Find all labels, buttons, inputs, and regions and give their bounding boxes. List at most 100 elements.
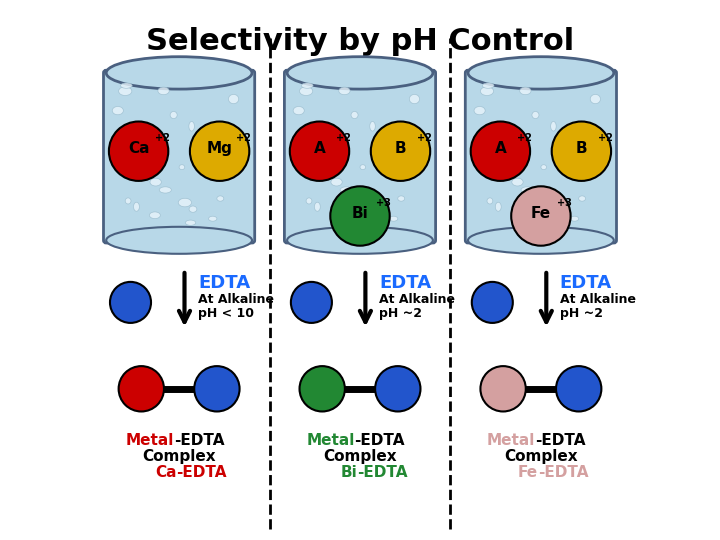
Ellipse shape bbox=[150, 150, 159, 156]
Text: +2: +2 bbox=[598, 133, 613, 143]
Circle shape bbox=[190, 122, 249, 181]
Ellipse shape bbox=[217, 196, 224, 201]
Text: Complex: Complex bbox=[143, 449, 216, 464]
Text: pH ~2: pH ~2 bbox=[379, 307, 422, 320]
Text: Selectivity by pH Control: Selectivity by pH Control bbox=[146, 27, 574, 56]
Text: +2: +2 bbox=[517, 133, 531, 143]
Ellipse shape bbox=[510, 146, 517, 154]
Ellipse shape bbox=[185, 220, 196, 225]
FancyBboxPatch shape bbox=[284, 70, 436, 243]
Text: B: B bbox=[575, 141, 588, 156]
Text: +2: +2 bbox=[236, 133, 251, 143]
Ellipse shape bbox=[370, 122, 375, 131]
Text: +3: +3 bbox=[557, 198, 572, 208]
Ellipse shape bbox=[540, 198, 553, 207]
Text: pH ~2: pH ~2 bbox=[560, 307, 603, 320]
Text: At Alkaline: At Alkaline bbox=[379, 293, 455, 306]
Circle shape bbox=[300, 366, 345, 411]
Ellipse shape bbox=[159, 187, 171, 193]
Ellipse shape bbox=[287, 227, 433, 254]
Ellipse shape bbox=[397, 196, 405, 201]
Ellipse shape bbox=[474, 106, 485, 114]
Ellipse shape bbox=[107, 227, 252, 254]
Text: Fe: Fe bbox=[531, 206, 551, 221]
Ellipse shape bbox=[512, 150, 521, 156]
Circle shape bbox=[291, 282, 332, 323]
Text: Metal: Metal bbox=[487, 433, 536, 448]
Ellipse shape bbox=[206, 144, 217, 151]
Text: A: A bbox=[314, 141, 325, 156]
Ellipse shape bbox=[330, 146, 336, 154]
Text: +2: +2 bbox=[155, 133, 170, 143]
Text: -EDTA: -EDTA bbox=[174, 433, 224, 448]
Ellipse shape bbox=[331, 178, 342, 186]
Ellipse shape bbox=[189, 206, 197, 212]
Ellipse shape bbox=[150, 212, 161, 219]
Ellipse shape bbox=[387, 144, 398, 151]
Ellipse shape bbox=[340, 187, 352, 193]
Text: -EDTA: -EDTA bbox=[536, 433, 586, 448]
Ellipse shape bbox=[158, 87, 169, 94]
Ellipse shape bbox=[130, 153, 135, 162]
Ellipse shape bbox=[585, 157, 592, 165]
Circle shape bbox=[289, 122, 349, 181]
Ellipse shape bbox=[179, 198, 192, 207]
Ellipse shape bbox=[468, 57, 613, 89]
Text: +3: +3 bbox=[377, 198, 391, 208]
Ellipse shape bbox=[582, 136, 590, 141]
FancyBboxPatch shape bbox=[465, 70, 616, 243]
Text: +2: +2 bbox=[417, 133, 432, 143]
Ellipse shape bbox=[189, 122, 194, 131]
Ellipse shape bbox=[306, 198, 312, 204]
Circle shape bbox=[556, 366, 601, 411]
Circle shape bbox=[371, 122, 431, 181]
Circle shape bbox=[511, 186, 571, 246]
Text: -EDTA: -EDTA bbox=[357, 465, 408, 480]
Text: +2: +2 bbox=[336, 133, 351, 143]
Text: EDTA: EDTA bbox=[560, 274, 612, 293]
Ellipse shape bbox=[310, 153, 316, 162]
Text: EDTA: EDTA bbox=[379, 274, 431, 293]
Ellipse shape bbox=[482, 83, 494, 89]
Ellipse shape bbox=[359, 198, 372, 207]
Text: Bi: Bi bbox=[341, 465, 357, 480]
Ellipse shape bbox=[370, 206, 378, 212]
Ellipse shape bbox=[567, 144, 579, 151]
Ellipse shape bbox=[326, 130, 334, 137]
Ellipse shape bbox=[107, 57, 252, 89]
Ellipse shape bbox=[300, 87, 312, 96]
Ellipse shape bbox=[293, 106, 305, 114]
Ellipse shape bbox=[150, 178, 161, 186]
Text: EDTA: EDTA bbox=[198, 274, 250, 293]
Text: Bi: Bi bbox=[351, 206, 369, 221]
Circle shape bbox=[330, 186, 390, 246]
Ellipse shape bbox=[339, 87, 350, 94]
Text: Metal: Metal bbox=[125, 433, 174, 448]
Ellipse shape bbox=[351, 111, 358, 119]
Ellipse shape bbox=[390, 216, 397, 221]
Ellipse shape bbox=[228, 94, 239, 104]
Text: -EDTA: -EDTA bbox=[176, 465, 227, 480]
Ellipse shape bbox=[287, 57, 433, 89]
Ellipse shape bbox=[520, 87, 531, 94]
Text: At Alkaline: At Alkaline bbox=[198, 293, 274, 306]
Ellipse shape bbox=[331, 150, 340, 156]
Circle shape bbox=[109, 122, 168, 181]
Ellipse shape bbox=[495, 202, 501, 211]
Ellipse shape bbox=[507, 130, 515, 137]
Ellipse shape bbox=[360, 165, 366, 170]
Circle shape bbox=[375, 366, 420, 411]
Circle shape bbox=[472, 282, 513, 323]
Circle shape bbox=[110, 282, 151, 323]
Text: At Alkaline: At Alkaline bbox=[560, 293, 636, 306]
FancyBboxPatch shape bbox=[104, 70, 255, 243]
Ellipse shape bbox=[512, 178, 523, 186]
Ellipse shape bbox=[410, 94, 420, 104]
Text: Complex: Complex bbox=[504, 449, 577, 464]
Ellipse shape bbox=[480, 87, 494, 96]
Ellipse shape bbox=[302, 83, 313, 89]
Ellipse shape bbox=[487, 198, 492, 204]
Ellipse shape bbox=[119, 87, 132, 96]
Ellipse shape bbox=[315, 202, 320, 211]
Ellipse shape bbox=[170, 111, 177, 119]
